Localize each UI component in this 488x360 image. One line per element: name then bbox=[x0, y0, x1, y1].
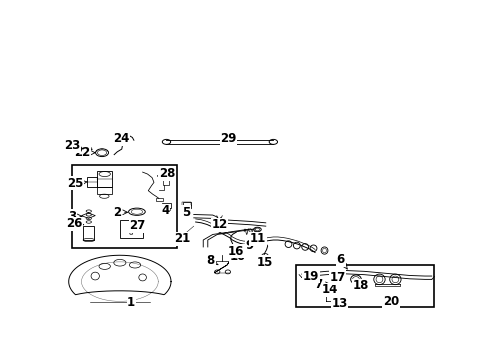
Text: 13: 13 bbox=[331, 297, 347, 310]
Text: 16: 16 bbox=[227, 244, 244, 258]
Text: 1: 1 bbox=[127, 296, 135, 309]
Bar bbox=[296, 265, 433, 307]
Text: 26: 26 bbox=[66, 217, 83, 230]
Bar bbox=[97, 171, 112, 187]
Bar bbox=[321, 285, 329, 289]
Bar bbox=[120, 220, 142, 238]
Text: 22: 22 bbox=[75, 146, 95, 159]
Bar bbox=[83, 226, 94, 240]
Bar bbox=[86, 177, 97, 186]
Bar bbox=[72, 165, 176, 248]
Text: 19: 19 bbox=[303, 270, 319, 283]
Text: 27: 27 bbox=[129, 219, 145, 232]
Bar bbox=[181, 202, 191, 209]
Bar bbox=[156, 198, 163, 201]
Text: 21: 21 bbox=[174, 232, 190, 245]
Text: 23: 23 bbox=[64, 139, 83, 152]
Text: 4: 4 bbox=[161, 204, 169, 217]
Text: 17: 17 bbox=[329, 271, 345, 284]
Text: 8: 8 bbox=[206, 254, 218, 267]
Text: 25: 25 bbox=[67, 177, 87, 190]
Text: 14: 14 bbox=[322, 283, 338, 296]
Text: 3: 3 bbox=[68, 210, 82, 223]
Text: 11: 11 bbox=[249, 232, 266, 245]
Bar bbox=[183, 202, 190, 205]
Text: 24: 24 bbox=[113, 132, 129, 145]
Text: 29: 29 bbox=[220, 131, 236, 144]
Text: 10: 10 bbox=[229, 250, 245, 263]
Text: 28: 28 bbox=[157, 167, 175, 180]
Text: 6: 6 bbox=[336, 253, 346, 269]
Bar bbox=[183, 205, 190, 208]
Bar bbox=[163, 208, 169, 210]
Text: 18: 18 bbox=[352, 279, 368, 292]
Text: 7: 7 bbox=[313, 278, 329, 291]
Bar bbox=[162, 203, 170, 208]
Bar bbox=[97, 187, 111, 194]
Text: 5: 5 bbox=[182, 206, 190, 219]
Text: 20: 20 bbox=[382, 295, 398, 308]
Text: 12: 12 bbox=[211, 218, 227, 231]
Text: 9: 9 bbox=[245, 239, 253, 252]
Text: 15: 15 bbox=[256, 256, 273, 269]
Text: 2: 2 bbox=[113, 206, 127, 219]
Bar bbox=[163, 180, 168, 185]
